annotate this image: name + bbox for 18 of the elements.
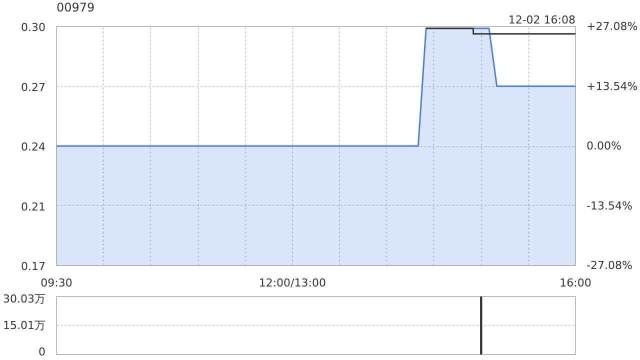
x-tick-label: 16:00: [560, 276, 592, 290]
chart-title: 00979: [56, 0, 95, 14]
y-tick-label: 30.03万: [3, 292, 46, 306]
chart-subtitle: 12-02 16:08: [508, 14, 576, 26]
x-tick-label: 09:30: [40, 276, 72, 290]
y2-tick-label: +13.54%: [586, 80, 638, 93]
y-tick-label: 0.24: [21, 140, 46, 154]
y-tick-label: 0.27: [21, 80, 46, 94]
y-tick-label: 0.21: [21, 200, 46, 214]
y2-tick-label: -27.08%: [586, 259, 632, 272]
y-tick-label: 0.30: [21, 21, 46, 34]
y-tick-label: 0: [38, 346, 46, 358]
y-tick-label: 0.17: [21, 260, 46, 273]
y-tick-label: 15.01万: [3, 319, 46, 332]
y2-tick-label: -13.54%: [586, 199, 632, 212]
x-tick-label: 12:00/13:00: [258, 276, 326, 290]
y2-tick-label: 0.00%: [586, 140, 622, 152]
y2-tick-label: +27.08%: [586, 20, 638, 33]
